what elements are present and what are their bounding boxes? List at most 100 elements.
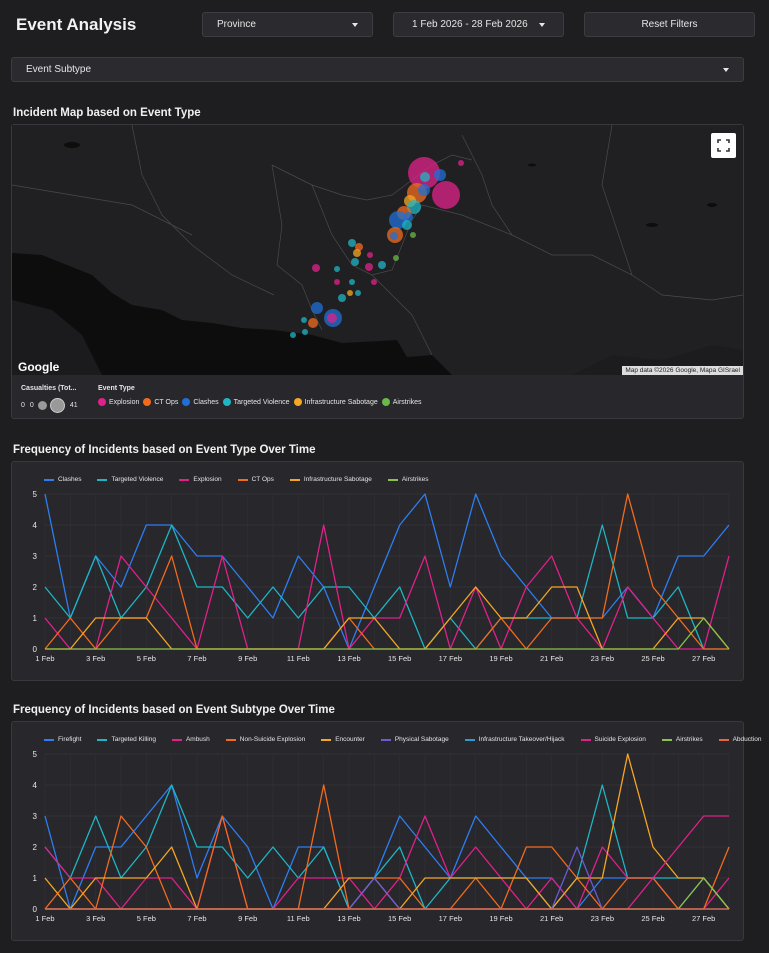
- y-tick-label: 1: [33, 614, 38, 623]
- incident-map[interactable]: Google Map data ©2026 Google, Mapa GISra…: [12, 125, 743, 375]
- legend-dot-icon: [381, 398, 390, 406]
- event-type-legend-label: Infrastructure Sabotage: [304, 398, 378, 406]
- legend-swatch-icon: [97, 738, 108, 741]
- event-type-legend-item[interactable]: Clashes: [182, 398, 219, 406]
- x-tick-label: 7 Feb: [187, 914, 206, 923]
- series-line-ct-ops[interactable]: [44, 493, 729, 650]
- legend-dot-icon: [143, 398, 152, 406]
- series-line-firefight[interactable]: [44, 784, 730, 910]
- map-panel: Google Map data ©2026 Google, Mapa GISra…: [11, 124, 744, 419]
- x-tick-label: 21 Feb: [540, 654, 563, 663]
- casualties-legend-title: Casualties (Tot...: [21, 385, 77, 392]
- series-line-non-suicide-explosion[interactable]: [44, 784, 730, 910]
- province-dropdown[interactable]: Province: [202, 12, 373, 37]
- x-tick-label: 21 Feb: [540, 914, 563, 923]
- page-title: Event Analysis: [16, 15, 137, 34]
- x-tick-label: 13 Feb: [337, 654, 360, 663]
- chart-legend-item[interactable]: Airstrikes: [661, 736, 703, 743]
- chart-legend-item[interactable]: Physical Sabotage: [380, 736, 449, 743]
- chart-legend-item[interactable]: Non-Suicide Explosion: [225, 736, 305, 743]
- x-tick-label: 3 Feb: [86, 914, 105, 923]
- legend-swatch-icon: [44, 738, 54, 741]
- chart-legend-item[interactable]: Airstrikes: [387, 476, 429, 483]
- legend-swatch-icon: [580, 738, 591, 741]
- y-tick-label: 0: [33, 905, 38, 914]
- x-tick-label: 11 Feb: [287, 914, 310, 923]
- event-type-legend-item[interactable]: Explosion: [98, 398, 139, 406]
- x-tick-label: 1 Feb: [35, 914, 54, 923]
- chart-legend-item[interactable]: Ambush: [171, 736, 210, 743]
- x-tick-label: 23 Feb: [591, 654, 614, 663]
- event-type-legend-item[interactable]: Infrastructure Sabotage: [293, 398, 378, 406]
- chart-legend-label: Targeted Killing: [111, 736, 156, 743]
- x-tick-label: 13 Feb: [337, 914, 360, 923]
- x-tick-label: 19 Feb: [489, 654, 512, 663]
- map-canvas: [12, 125, 743, 375]
- y-tick-label: 3: [33, 552, 38, 561]
- legend-dot-icon: [293, 398, 302, 406]
- event-type-legend-label: Airstrikes: [392, 398, 422, 406]
- date-range-dropdown[interactable]: 1 Feb 2026 - 28 Feb 2026: [393, 12, 564, 37]
- legend-swatch-icon: [171, 738, 182, 741]
- event-type-legend-item[interactable]: Airstrikes: [381, 398, 422, 406]
- legend-swatch-icon: [179, 478, 190, 481]
- x-tick-label: 11 Feb: [287, 654, 310, 663]
- legend-swatch-icon: [225, 738, 236, 741]
- x-tick-label: 5 Feb: [137, 654, 156, 663]
- series-line-encounter[interactable]: [44, 753, 730, 910]
- series-line-explosion[interactable]: [44, 524, 730, 650]
- chart-legend-label: Airstrikes: [401, 476, 429, 483]
- y-tick-label: 1: [33, 874, 38, 883]
- series-line-clashes[interactable]: [44, 493, 730, 650]
- event-subtype-dropdown[interactable]: Event Subtype: [11, 57, 744, 82]
- chart-legend-item[interactable]: Abduction: [718, 736, 762, 743]
- chart-legend-item[interactable]: CT Ops: [237, 476, 274, 483]
- chart-legend-item[interactable]: Explosion: [179, 476, 222, 483]
- chart-legend-label: CT Ops: [251, 476, 274, 483]
- chart-legend-item[interactable]: Encounter: [321, 736, 365, 743]
- chart-legend-label: Airstrikes: [675, 736, 703, 743]
- x-tick-label: 23 Feb: [591, 914, 614, 923]
- x-tick-label: 27 Feb: [692, 654, 715, 663]
- chevron-down-icon: [352, 22, 358, 27]
- x-tick-label: 15 Feb: [388, 914, 411, 923]
- event-type-legend-item[interactable]: Targeted Violence: [222, 398, 290, 406]
- date-range-label: 1 Feb 2026 - 28 Feb 2026: [412, 19, 528, 30]
- y-tick-label: 0: [33, 645, 38, 654]
- x-tick-label: 27 Feb: [692, 914, 715, 923]
- map-title: Incident Map based on Event Type: [13, 107, 201, 119]
- event-subtype-chart-title: Frequency of Incidents based on Event Su…: [13, 704, 335, 716]
- legend-swatch-icon: [661, 738, 672, 741]
- chart-legend-item[interactable]: Clashes: [44, 476, 81, 483]
- chart-legend-label: Abduction: [732, 736, 762, 743]
- event-type-legend-item[interactable]: CT Ops: [143, 398, 178, 406]
- x-tick-label: 17 Feb: [439, 914, 462, 923]
- chart-legend-item[interactable]: Firefight: [44, 736, 81, 743]
- google-logo: Google: [18, 360, 60, 374]
- event-subtype-line-chart[interactable]: 0 1 2 3 4 5 1 Feb 3 Feb 5 Feb 7 Feb 9 Feb 11 Feb 13 …: [12, 722, 743, 940]
- y-tick-label: 4: [33, 521, 38, 530]
- casualties-min-label: 0: [21, 402, 25, 409]
- event-type-chart-panel: Clashes Targeted Violence Explosion CT Ops I…: [11, 461, 744, 681]
- chart-legend-item[interactable]: Infrastructure Takeover/Hijack: [464, 736, 565, 743]
- chart-legend-item[interactable]: Targeted Killing: [97, 736, 156, 743]
- reset-filters-button[interactable]: Reset Filters: [584, 12, 755, 37]
- chart-legend-item[interactable]: Suicide Explosion: [580, 736, 646, 743]
- series-line-airstrikes[interactable]: [45, 617, 730, 650]
- event-subtype-chart-panel: Firefight Targeted Killing Ambush Non-Suici…: [11, 721, 762, 941]
- event-type-line-chart[interactable]: 0 1 2 3 4 5 1 Feb 3 Feb 5 Feb 7 Feb 9 Feb 11 Feb 13 …: [12, 462, 743, 680]
- casualties-large-icon: [49, 398, 65, 413]
- chart-legend-label: Explosion: [193, 476, 222, 483]
- series-line-targeted-killing[interactable]: [44, 784, 730, 910]
- event-type-chart-title: Frequency of Incidents based on Event Ty…: [13, 444, 316, 456]
- legend-swatch-icon: [321, 738, 332, 741]
- fullscreen-button[interactable]: [711, 133, 736, 158]
- chart-legend-item[interactable]: Infrastructure Sabotage: [289, 476, 372, 483]
- legend-dot-icon: [98, 398, 106, 406]
- y-tick-label: 5: [33, 750, 38, 759]
- x-tick-label: 17 Feb: [439, 654, 462, 663]
- map-attribution[interactable]: Map data ©2026 Google, Mapa GISrael: [622, 366, 743, 375]
- chart-legend-item[interactable]: Targeted Violence: [97, 476, 163, 483]
- legend-swatch-icon: [289, 478, 300, 481]
- series-line-targeted-violence[interactable]: [44, 524, 729, 650]
